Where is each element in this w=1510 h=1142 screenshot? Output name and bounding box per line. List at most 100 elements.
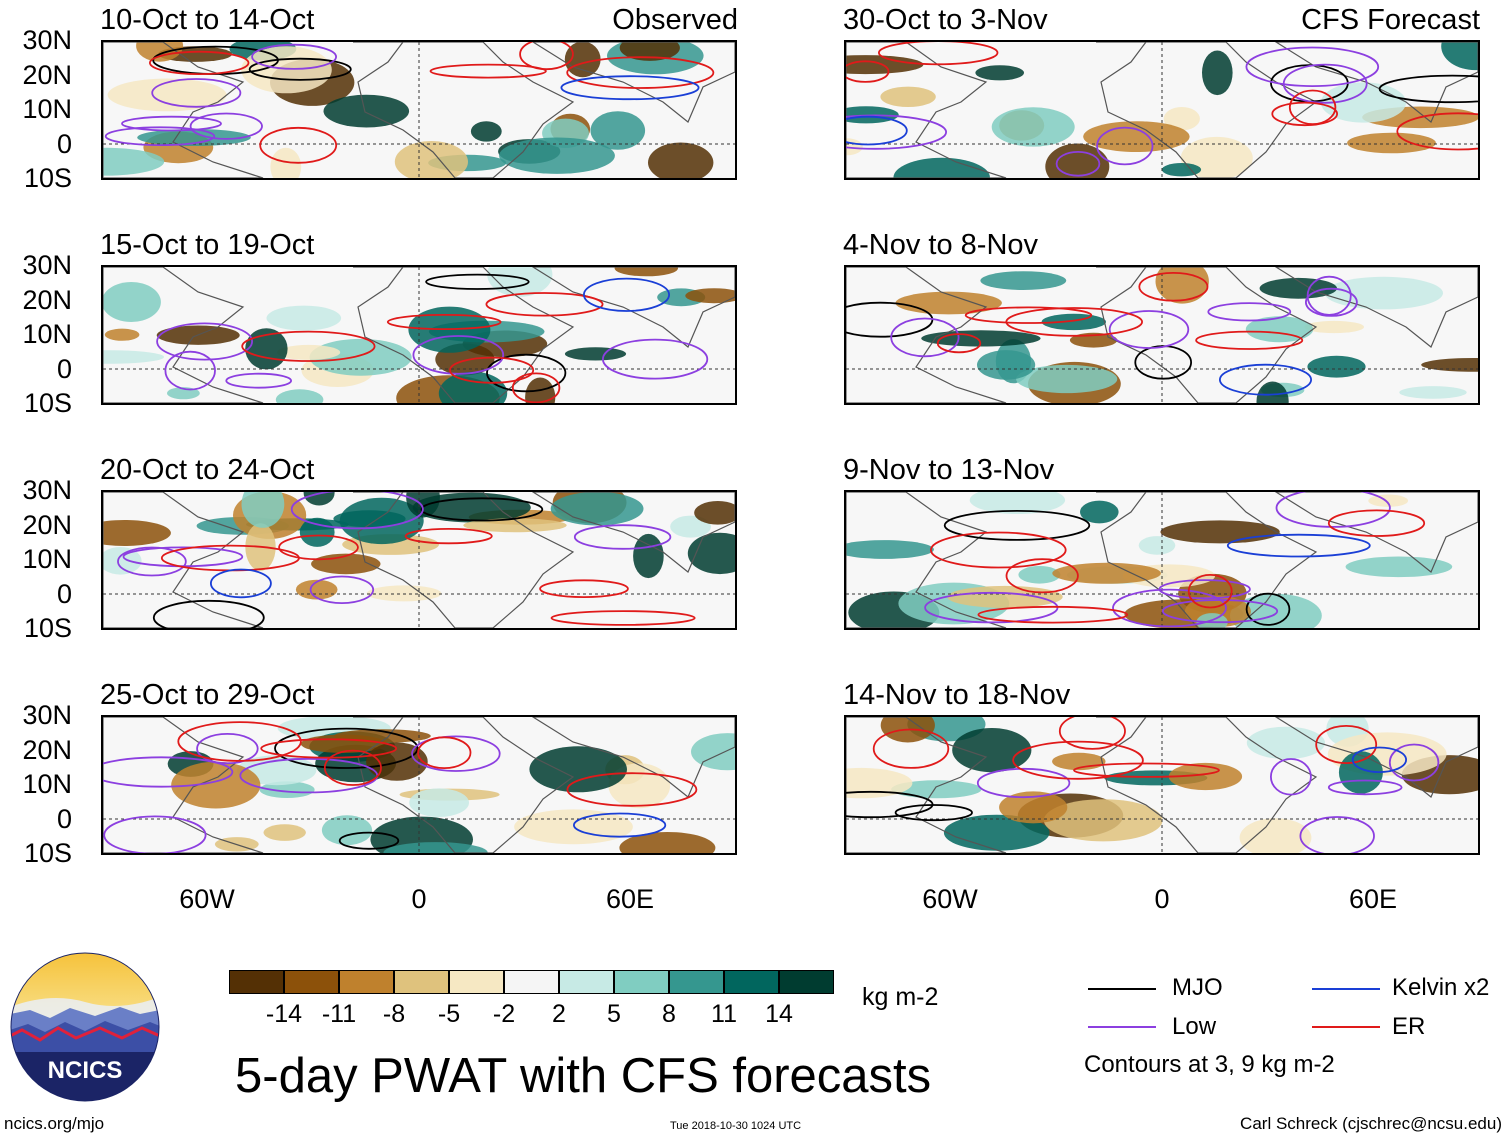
er-contour xyxy=(878,42,999,66)
low-contour xyxy=(156,322,253,361)
pwat-anomaly-blob xyxy=(409,788,469,817)
colorbar-swatch xyxy=(779,970,834,994)
pwat-anomaly-blob xyxy=(277,344,341,360)
low-contour xyxy=(1306,275,1352,316)
pwat-anomaly-blob xyxy=(1421,358,1478,372)
lon-label-60e-left: 60E xyxy=(605,884,655,914)
pwat-anomaly-blob xyxy=(880,86,936,107)
er-contour xyxy=(323,749,382,786)
pwat-anomaly-blob xyxy=(275,389,324,403)
lat-label-3-10s: 10S xyxy=(23,613,72,643)
low-contour xyxy=(103,815,207,853)
low-contour xyxy=(164,350,216,391)
er-contour xyxy=(148,50,250,75)
map-panel-7 xyxy=(844,490,1480,630)
low-contour xyxy=(196,733,259,765)
er-contour xyxy=(278,534,359,561)
pwat-anomaly-blob xyxy=(321,815,373,846)
colorbar-swatch xyxy=(724,970,779,994)
er-contour xyxy=(404,527,493,545)
pwat-anomaly-blob xyxy=(107,78,227,112)
low-contour xyxy=(104,126,216,146)
panel-title-7: 9-Nov to 13-Nov xyxy=(843,454,1055,486)
pwat-anomaly-blob xyxy=(383,842,488,853)
coastline xyxy=(1274,267,1478,348)
colorbar-swatch xyxy=(284,970,339,994)
pwat-anomaly-blob xyxy=(685,288,735,304)
pwat-anomaly-blob xyxy=(564,347,627,361)
er-contour xyxy=(241,330,376,362)
colorbar-label: 11 xyxy=(711,1000,737,1028)
pwat-anomaly-blob xyxy=(339,497,424,545)
pwat-anomaly-blob xyxy=(1018,566,1061,584)
kelvin-contour xyxy=(560,75,700,101)
low-contour xyxy=(290,492,424,530)
pwat-anomaly-blob xyxy=(891,780,982,799)
pwat-anomaly-blob xyxy=(1138,536,1176,555)
er-contour xyxy=(1005,558,1079,594)
pwat-anomaly-blob xyxy=(1160,520,1280,544)
er-contour xyxy=(485,292,604,317)
pwat-map xyxy=(103,42,735,178)
lon-label-60w-left: 60W xyxy=(179,884,235,914)
map-panel-5 xyxy=(844,40,1480,180)
pwat-anomaly-blob xyxy=(470,121,502,142)
legend-er-label: ER xyxy=(1392,1013,1426,1040)
er-contour xyxy=(1195,330,1304,350)
er-contour xyxy=(964,306,1093,324)
colorbar-swatch xyxy=(559,970,614,994)
mjo-contour xyxy=(425,273,530,290)
pwat-anomaly-blob xyxy=(619,42,680,61)
colorbar-label: -14 xyxy=(265,1000,303,1028)
pwat-map xyxy=(103,492,735,628)
pwat-anomaly-blob xyxy=(670,515,711,538)
pwat-map xyxy=(846,492,1478,628)
lat-label-3-20n: 20N xyxy=(22,509,72,540)
pwat-anomaly-blob xyxy=(1324,276,1443,310)
lon-label-60e-right: 60E xyxy=(1348,884,1398,914)
pwat-anomaly-blob xyxy=(104,328,140,341)
mjo-contour xyxy=(338,831,400,850)
coastline xyxy=(1096,717,1318,853)
panel-title-5: 30-Oct to 3-Nov xyxy=(843,4,1048,36)
pwat-anomaly-blob xyxy=(980,271,1067,290)
pwat-anomaly-blob xyxy=(550,492,644,526)
er-contour xyxy=(449,356,535,384)
footer-timestamp: Tue 2018-10-30 1024 UTC xyxy=(670,1120,802,1132)
pwat-anomaly-blob xyxy=(1168,762,1243,791)
pwat-anomaly-blob xyxy=(299,517,335,547)
pwat-anomaly-blob xyxy=(241,492,285,528)
map-panel-4 xyxy=(101,715,737,855)
pwat-anomaly-blob xyxy=(136,42,184,62)
panel-tag-cfs-forecast: CFS Forecast xyxy=(1301,4,1480,36)
low-contour xyxy=(411,735,501,772)
pwat-anomaly-blob xyxy=(1441,42,1478,71)
lat-label-1-10n: 10N xyxy=(22,94,72,124)
er-contour xyxy=(260,738,398,759)
pwat-map xyxy=(846,717,1478,853)
mjo-contour xyxy=(943,510,1091,541)
pwat-anomaly-blob xyxy=(590,111,646,150)
colorbar-swatch xyxy=(339,970,394,994)
low-contour xyxy=(1158,579,1251,600)
low-contour xyxy=(103,756,234,788)
er-contour xyxy=(1005,307,1143,337)
pwat-anomaly-blob xyxy=(991,107,1075,147)
pwat-anomaly-blob xyxy=(295,579,338,600)
pwat-anomaly-blob xyxy=(366,585,442,602)
legend-contour-note: Contours at 3, 9 kg m-2 xyxy=(1084,1051,1335,1078)
low-contour xyxy=(1388,743,1440,782)
er-contour xyxy=(511,372,561,403)
er-contour xyxy=(1012,740,1144,780)
pwat-anomaly-blob xyxy=(969,492,1066,514)
colorbar-label: -8 xyxy=(382,1000,406,1028)
pwat-anomaly-blob xyxy=(1304,320,1364,334)
pwat-map xyxy=(846,267,1478,403)
legend-low-line xyxy=(1088,1026,1156,1028)
pwat-anomaly-blob xyxy=(463,518,567,533)
legend-kelvin-label: Kelvin x2 xyxy=(1392,974,1490,1001)
pwat-anomaly-blob xyxy=(103,547,142,575)
coastline xyxy=(1096,492,1318,628)
colorbar-swatch xyxy=(394,970,449,994)
kelvin-contour xyxy=(582,277,670,312)
